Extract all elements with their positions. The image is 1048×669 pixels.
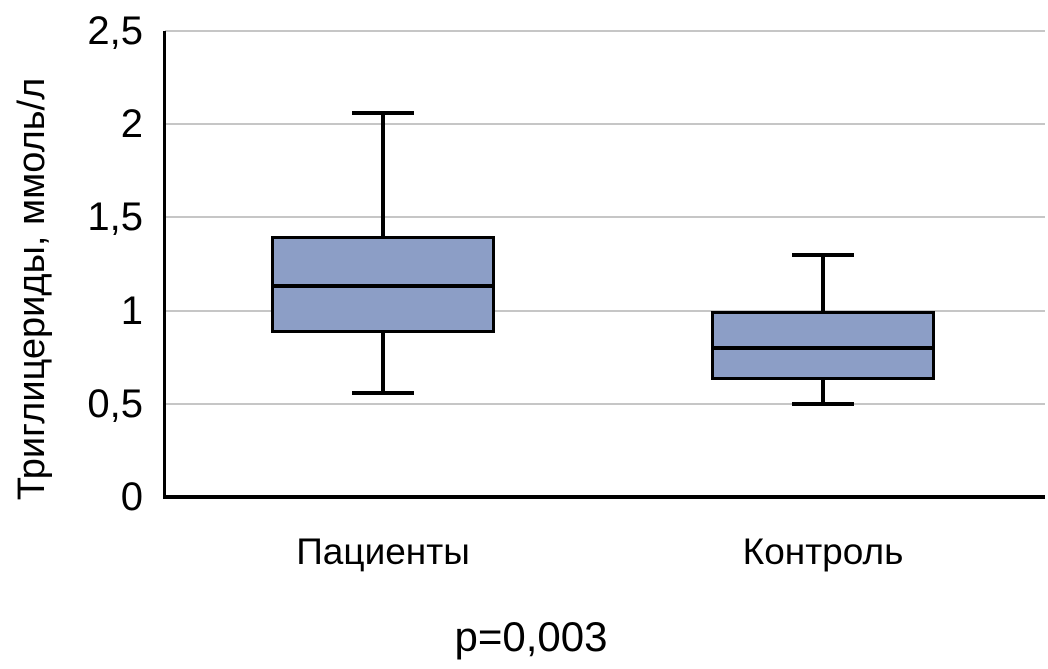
x-category-label: Пациенты [296,531,470,572]
box-iqr [711,310,935,380]
y-axis-line [163,31,166,499]
p-value-annotation: p=0,003 [454,613,608,660]
x-axis-line [163,495,1045,499]
gridline [165,309,1045,312]
whisker-cap-upper [352,111,414,116]
median-line [271,284,495,289]
median-line [711,345,935,350]
y-tick-label: 0,5 [87,381,143,426]
y-tick-label: 0 [120,475,143,519]
whisker-cap-lower [792,401,854,406]
whisker-lower [381,332,385,393]
whisker-cap-upper [792,252,854,257]
gridline [165,30,1045,32]
gridline [165,402,1045,405]
x-category-label: Контроль [742,531,904,572]
whisker-upper [381,113,385,237]
y-tick-label: 2 [120,102,143,147]
whisker-cap-lower [352,390,414,395]
gridline [165,216,1045,219]
whisker-lower [821,379,825,404]
y-tick-label: 2,5 [87,9,143,53]
whisker-upper [821,254,825,311]
y-tick-label: 1,5 [87,195,143,240]
gridline [165,123,1045,126]
y-tick-label: 1 [120,288,143,333]
